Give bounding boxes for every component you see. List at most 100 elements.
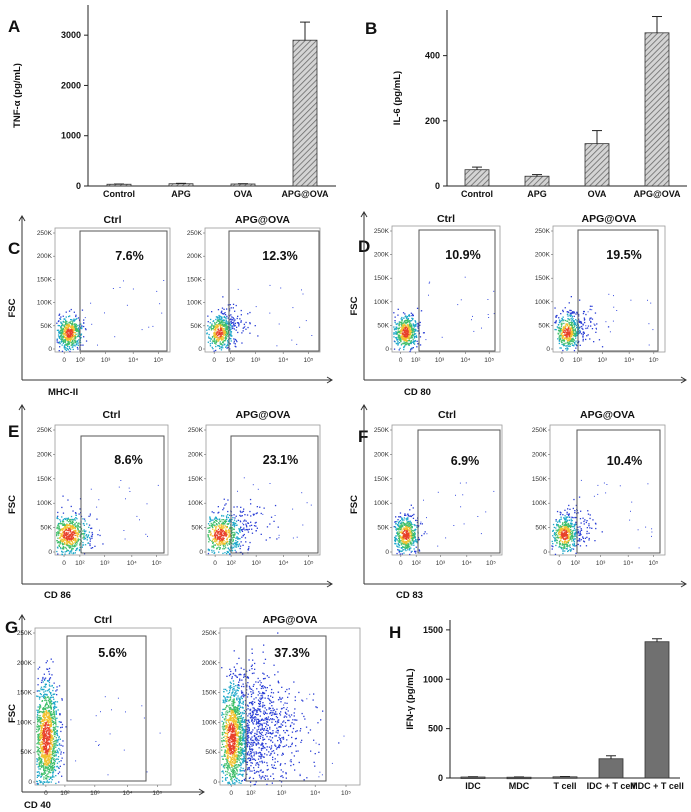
event-dot: [230, 321, 232, 323]
event-dot: [410, 341, 412, 344]
event-dot: [239, 510, 241, 512]
event-dot: [45, 662, 47, 664]
event-dot: [573, 538, 576, 540]
event-dot: [252, 513, 254, 515]
event-dot: [229, 514, 231, 516]
event-dot: [56, 322, 58, 324]
event-dot: [72, 510, 74, 512]
event-dot: [411, 542, 413, 544]
event-dot: [395, 538, 397, 540]
event-dot: [393, 332, 395, 334]
y-tick-label: 100K: [374, 500, 390, 507]
event-dot: [231, 524, 234, 526]
event-dot: [573, 312, 576, 314]
event-dot: [61, 533, 64, 535]
event-dot: [585, 313, 587, 316]
event-dot: [553, 533, 555, 535]
event-dot: [396, 343, 398, 345]
event-dot: [612, 320, 614, 322]
event-dot: [589, 305, 592, 307]
panel-letter: G: [5, 618, 18, 637]
event-dot: [409, 350, 411, 353]
event-dot: [562, 543, 564, 545]
event-dot: [409, 539, 411, 541]
event-dot: [399, 339, 401, 341]
event-dot: [406, 529, 408, 531]
event-dot: [216, 327, 218, 329]
event-dot: [216, 537, 219, 539]
event-dot: [96, 506, 98, 508]
event-dot: [224, 336, 227, 338]
event-dot: [557, 332, 559, 334]
event-dot: [71, 324, 73, 326]
event-dot: [74, 340, 77, 342]
event-dot: [228, 542, 230, 545]
event-dot: [562, 326, 564, 329]
event-dot: [60, 547, 62, 550]
event-dot: [69, 546, 71, 549]
event-dot: [569, 337, 571, 339]
event-dot: [210, 522, 212, 525]
event-dot: [311, 335, 313, 336]
event-dot: [227, 523, 229, 525]
event-dot: [76, 328, 78, 330]
event-dot: [567, 545, 569, 547]
event-dot: [85, 534, 88, 536]
event-dot: [410, 528, 412, 530]
event-dot: [75, 532, 78, 534]
event-dot: [566, 523, 568, 525]
event-dot: [58, 332, 60, 334]
event-dot: [219, 326, 222, 328]
x-tick-label: 0: [212, 357, 216, 364]
event-dot: [77, 348, 79, 350]
event-dot: [237, 545, 240, 548]
event-dot: [229, 328, 231, 330]
event-dot: [57, 334, 60, 336]
gate-percentage: 23.1%: [263, 453, 298, 467]
event-dot: [63, 336, 66, 339]
event-dot: [394, 321, 396, 324]
event-dot: [215, 534, 218, 536]
y-tick-label: 150K: [535, 275, 551, 282]
event-dot: [400, 336, 402, 338]
event-dot: [232, 523, 235, 525]
event-dot: [238, 538, 240, 540]
y-arrow-icon: [360, 211, 368, 218]
x-category-label: APG@OVA: [633, 189, 681, 199]
event-dot: [69, 529, 71, 532]
event-dot: [78, 328, 80, 330]
event-dot: [578, 313, 580, 316]
event-dot: [553, 536, 555, 539]
event-dot: [404, 342, 406, 344]
event-dot: [408, 548, 411, 550]
event-dot: [414, 550, 416, 552]
event-dot: [414, 333, 416, 335]
event-dot: [580, 522, 582, 524]
event-dot: [75, 525, 77, 527]
event-dot: [212, 526, 214, 528]
event-dot: [56, 546, 59, 548]
event-dot: [399, 330, 401, 333]
event-dot: [56, 535, 58, 537]
event-dot: [223, 308, 225, 310]
event-dot: [581, 327, 583, 330]
event-dot: [227, 510, 229, 513]
event-dot: [561, 532, 563, 534]
event-dot: [76, 346, 79, 349]
event-dot: [613, 295, 614, 297]
event-dot: [569, 516, 571, 518]
event-dot: [235, 546, 237, 548]
event-dot: [402, 335, 404, 337]
event-dot: [234, 343, 236, 345]
event-dot: [407, 539, 409, 542]
event-dot: [36, 728, 38, 730]
y-tick-label: 0: [385, 549, 389, 556]
event-dot: [562, 327, 565, 329]
event-dot: [77, 333, 79, 335]
event-dot: [222, 324, 225, 326]
event-dot: [631, 501, 633, 503]
event-dot: [221, 534, 223, 536]
event-dot: [398, 327, 400, 330]
event-dot: [68, 321, 70, 324]
